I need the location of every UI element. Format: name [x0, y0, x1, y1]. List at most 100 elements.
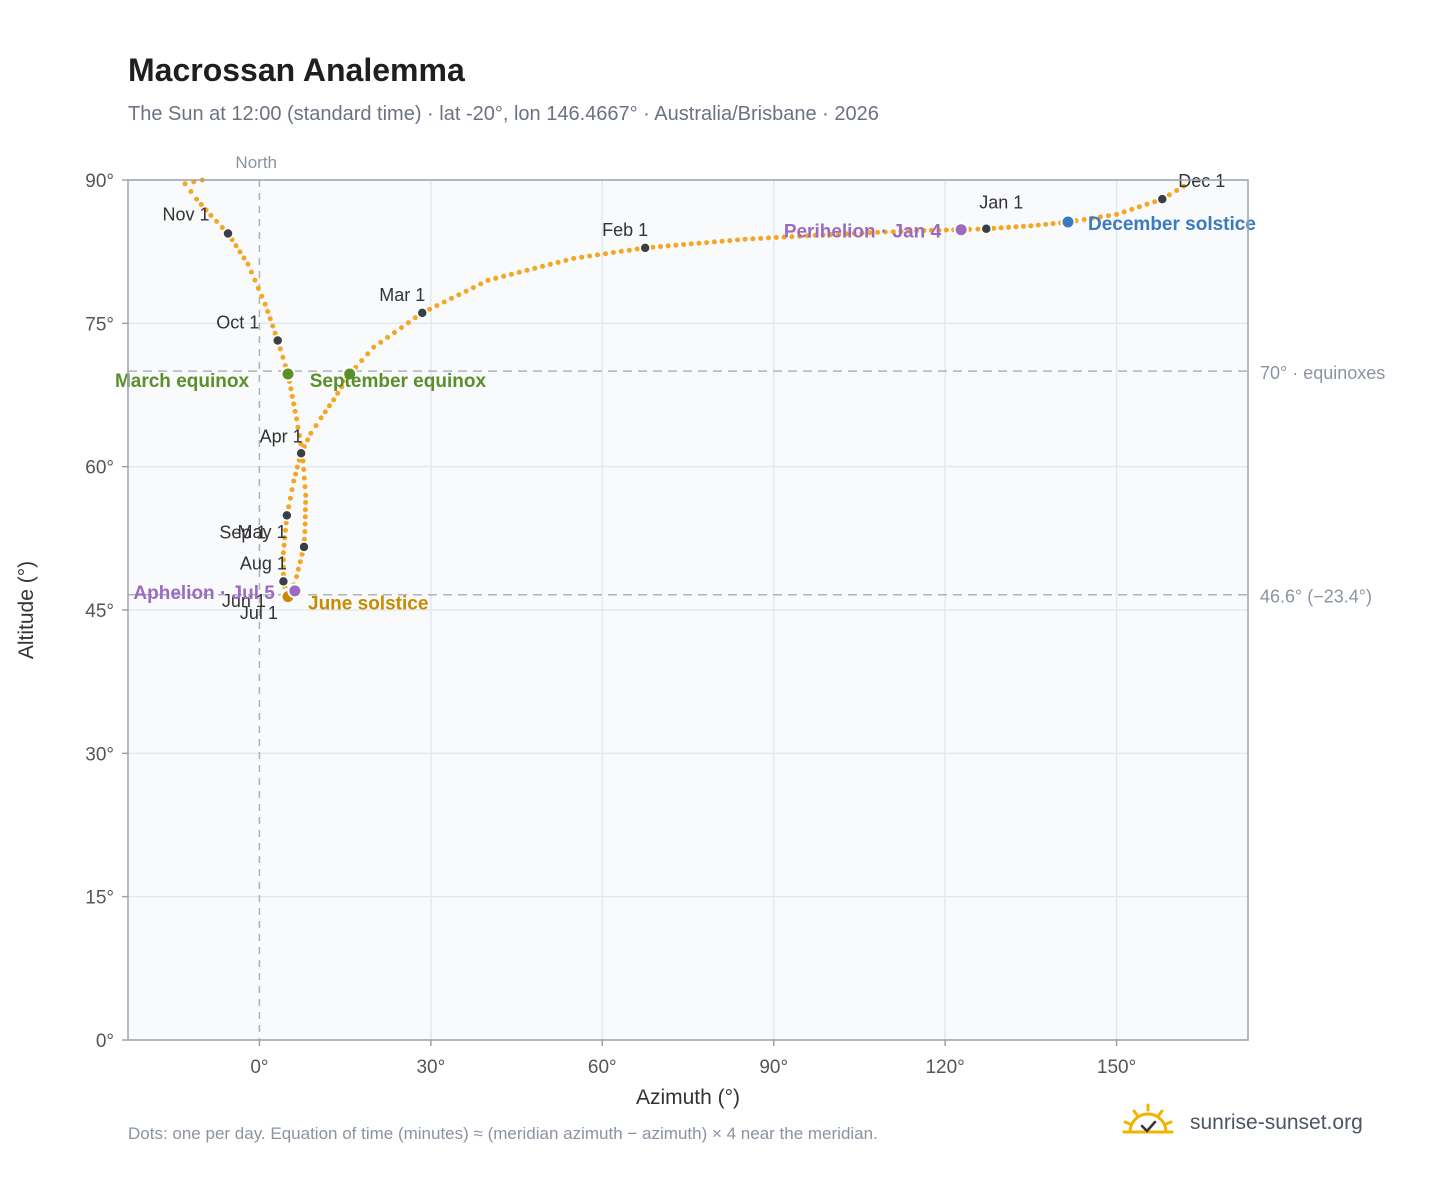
reference-line-label: 46.6° (−23.4°) — [1260, 587, 1372, 607]
curve-point — [571, 255, 577, 261]
curve-point — [371, 344, 377, 350]
curve-point — [286, 504, 292, 510]
curve-point — [283, 520, 289, 526]
curve-point — [704, 240, 710, 246]
curve-point — [296, 433, 302, 439]
curve-point — [267, 316, 273, 322]
curve-point — [294, 416, 300, 422]
event-marker — [953, 222, 969, 238]
curve-point — [820, 232, 826, 238]
curve-point — [233, 243, 239, 249]
reference-line-label: 70° · equinoxes — [1260, 363, 1385, 383]
curve-point — [563, 257, 569, 263]
curve-point — [1121, 209, 1127, 215]
event-label: September equinox — [310, 371, 487, 392]
curve-point — [302, 529, 308, 535]
curve-point — [836, 231, 842, 237]
curve-point — [766, 235, 771, 241]
curve-point — [289, 487, 295, 493]
month-marker-label: Apr 1 — [260, 426, 303, 446]
curve-point — [208, 212, 214, 218]
month-marker — [1156, 193, 1169, 205]
curve-point — [301, 475, 307, 481]
curve-point — [456, 292, 462, 298]
curve-point — [252, 277, 258, 283]
curve-point — [303, 492, 309, 498]
x-tick-label: 90° — [759, 1057, 788, 1078]
curve-point — [587, 253, 593, 259]
x-tick-label: 30° — [416, 1057, 445, 1078]
curve-point — [281, 542, 287, 548]
curve-point — [1136, 204, 1142, 210]
curve-point — [1081, 217, 1087, 222]
x-tick-label: 120° — [925, 1057, 964, 1078]
curve-point — [626, 247, 632, 253]
curve-point — [289, 393, 295, 399]
curve-point — [991, 225, 997, 231]
curve-point — [532, 265, 538, 271]
curve-point — [750, 236, 756, 242]
y-tick-label: 15° — [85, 888, 114, 909]
curve-point — [295, 424, 301, 430]
curve-point — [634, 246, 640, 252]
curve-point — [1129, 206, 1135, 212]
curve-point — [280, 564, 286, 570]
curve-point — [313, 423, 319, 429]
curve-point — [898, 228, 904, 234]
curve-point — [555, 259, 561, 265]
event-label: June solstice — [308, 594, 428, 615]
brand-logo[interactable]: sunrise-sunset.org — [1122, 1102, 1392, 1146]
curve-point — [214, 218, 220, 224]
event-markers: March equinox September equinox December s… — [115, 214, 1256, 615]
curve-point — [280, 550, 286, 556]
month-marker — [222, 227, 234, 240]
month-marker-label: Jan 1 — [979, 193, 1023, 213]
curve-point — [688, 241, 694, 247]
curve-point — [650, 244, 656, 250]
curve-point — [1006, 224, 1012, 230]
curve-point — [936, 227, 942, 233]
month-marker-label: Dec 1 — [1178, 171, 1225, 191]
y-tick-label: 30° — [85, 744, 114, 765]
month-marker — [295, 447, 307, 460]
curve-point — [1181, 183, 1187, 189]
month-marker-label: Nov 1 — [162, 205, 209, 225]
curve-point — [463, 288, 469, 294]
curve-point — [773, 235, 779, 240]
month-marker — [639, 242, 651, 254]
curve-point — [540, 263, 545, 269]
curve-point — [595, 252, 600, 258]
month-marker — [416, 307, 429, 319]
curve-point — [295, 566, 301, 572]
curve-point — [300, 458, 306, 464]
curve-point — [921, 228, 927, 233]
curve-point — [914, 228, 920, 234]
curve-point — [339, 384, 345, 390]
curve-point — [696, 240, 702, 246]
curve-point — [302, 514, 308, 520]
curve-point — [603, 251, 608, 257]
curve-point — [434, 303, 440, 309]
curve-point — [711, 239, 717, 245]
curve-point — [742, 236, 748, 242]
curve-point — [928, 227, 934, 233]
curve-point — [255, 285, 261, 291]
curve-point — [998, 225, 1004, 231]
curve-point — [188, 189, 194, 194]
curve-point — [327, 403, 332, 409]
curve-point — [1174, 188, 1180, 193]
month-marker — [980, 222, 993, 235]
y-tick-label: 90° — [85, 171, 114, 192]
curve-point — [392, 330, 397, 335]
curve-point — [405, 320, 411, 326]
curve-point — [1106, 213, 1111, 219]
curve-point — [280, 354, 286, 360]
curve-point — [508, 271, 514, 277]
curve-point — [427, 306, 433, 312]
curve-point — [828, 232, 834, 237]
event-label: March equinox — [115, 371, 250, 392]
chart-subtitle: The Sun at 12:00 (standard time) · lat -… — [128, 103, 879, 125]
reference-lines: North 70° · equinoxes 46.6° (−23.4°) — [128, 153, 1385, 1040]
curve-point — [287, 495, 293, 501]
